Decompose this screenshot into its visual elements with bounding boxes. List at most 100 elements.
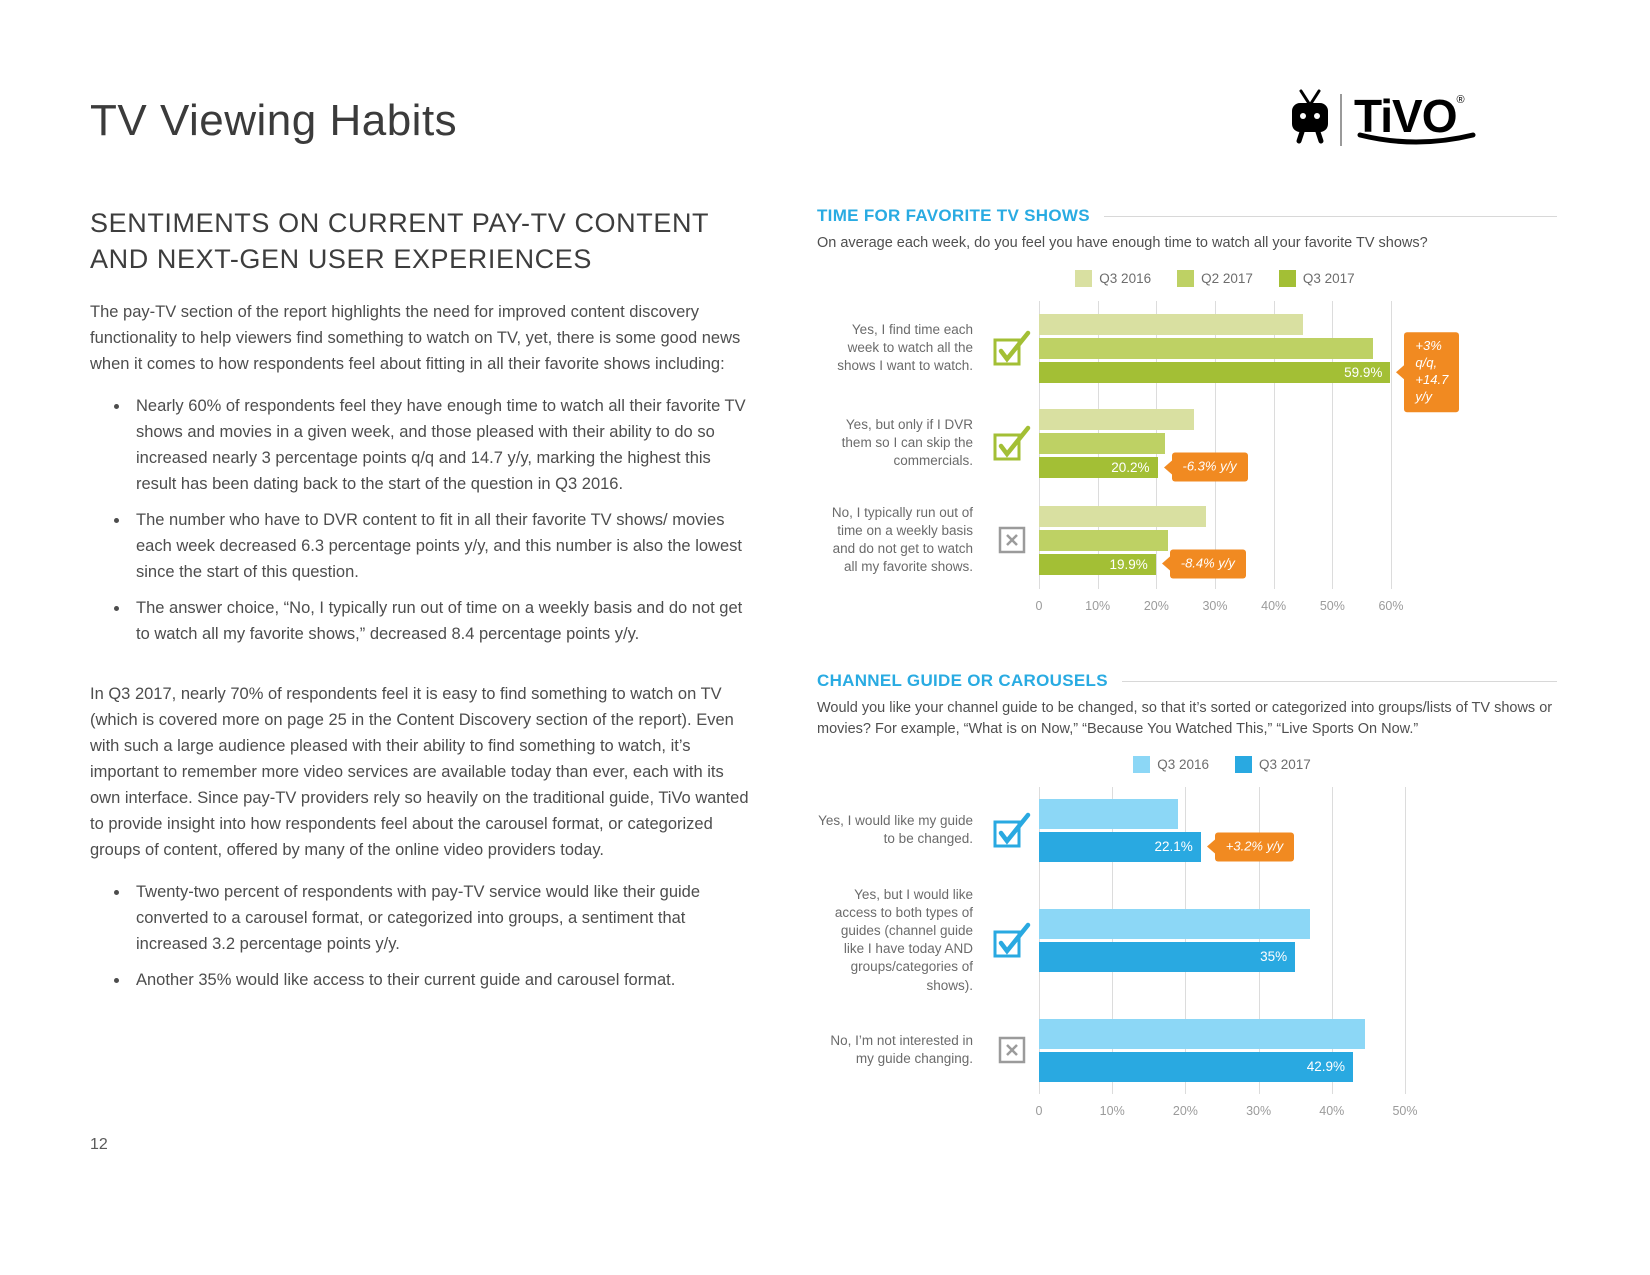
callout: -6.3% y/y [1171,452,1248,482]
category-row: No, I typically run out of time on a wee… [817,491,1557,590]
bar-q3-2017: 35% [1039,941,1296,972]
chart-subtitle: On average each week, do you feel you ha… [817,235,1428,251]
legend-chip [1278,269,1296,287]
bullet-list-2: Twenty-two percent of respondents with p… [90,879,752,993]
bar-group: 59.9% +3% q/q, +14.7 y/y [1039,313,1460,412]
legend: Q3 2016 Q2 2017 Q3 2017 [1039,269,1391,287]
legend-item: Q2 2017 [1177,269,1253,287]
axis-tick: 30% [1246,1103,1272,1118]
chart-title: TIME FOR FAVORITE TV SHOWS [817,206,1090,225]
bar-row: 59.9% +3% q/q, +14.7 y/y [1039,332,1460,412]
axis-tick: 20% [1143,599,1169,614]
bar-value-label: 35% [1260,949,1288,965]
second-paragraph: In Q3 2017, nearly 70% of respondents fe… [90,685,749,860]
gridline [1273,300,1275,590]
chart-header: CHANNEL GUIDE OR CAROUSELS [817,671,1557,691]
bar-row: 20.2% -6.3% y/y [1039,452,1391,482]
bar-group: 20.2% -6.3% y/y [1039,408,1391,482]
legend-item: Q3 2016 [1075,269,1152,287]
legend-label: Q3 2016 [1157,756,1209,772]
bar-group: 35% [1039,908,1405,972]
bar-q3-2017: 42.9% [1039,1051,1354,1082]
legend-item: Q3 2017 [1278,269,1355,287]
bar-row: 35% [1039,941,1405,972]
chart-title: CHANNEL GUIDE OR CAROUSELS [817,671,1108,691]
gridline [1185,786,1187,1094]
axis-tick: 0 [1035,1103,1043,1118]
category-label: Yes, but I would like access to both typ… [834,886,973,993]
legend-label: Q3 2016 [1099,270,1152,286]
gridline [1331,786,1333,1094]
axis-tick: 50% [1319,599,1345,614]
category-row: Yes, I would like my guide to be changed… [817,787,1557,874]
gridline [1039,786,1040,1094]
brand-text: TiVO [1354,89,1458,142]
gridline [1112,786,1114,1094]
gridline [1405,786,1406,1094]
legend-label: Q2 2017 [1201,270,1253,286]
tivo-logo: TiVO® [1288,88,1479,151]
legend-chip [1235,755,1252,773]
bar-q2-2017 [1039,432,1166,454]
rows: Yes, I find time each week to watch all … [817,301,1557,590]
category-row: Yes, but I would like access to both typ… [817,874,1557,1007]
legend-label: Q3 2017 [1302,270,1355,286]
chart-section-1: TIME FOR FAVORITE TV SHOWS On average eac… [817,206,1557,615]
legend-item: Q3 2016 [1133,755,1209,773]
bar-value-label: 22.1% [1154,839,1193,855]
gridline [1215,300,1216,590]
legend: Q3 2016 Q3 2017 [1039,755,1405,773]
bar-value-label: 19.9% [1109,556,1148,572]
bar-row [1039,798,1405,829]
category-label: Yes, I would like my guide to be changed… [818,812,973,847]
bar-row: 19.9% -8.4% y/y [1039,549,1391,579]
bullet-item: The number who have to DVR content to fi… [130,507,752,585]
page-title: TV Viewing Habits [90,96,458,145]
bar-q3-2016 [1039,505,1207,527]
bar-row: 42.9% [1039,1051,1405,1082]
callout: +3.2% y/y [1214,832,1295,862]
axis-tick: 10% [1099,1103,1125,1118]
axis-tick: 40% [1261,599,1287,614]
axis-tick: 50% [1392,1103,1418,1118]
bar-value-label: 20.2% [1111,459,1150,475]
x-axis: 0 10% 20% 30% 40% 50% 60% [1035,593,1404,615]
chart-subtitle: Would you like your channel guide to be … [817,700,1553,738]
bar-group: 22.1% +3.2% y/y [1039,798,1405,862]
bar-value-label: 59.9% [1344,364,1383,380]
chart-section-2: CHANNEL GUIDE OR CAROUSELS Would you like… [817,671,1557,1119]
bullet-item: The answer choice, “No, I typically run … [130,595,752,647]
category-row: Yes, I find time each week to watch all … [817,301,1557,412]
bar-row [1039,337,1391,359]
bar-group: 19.9% -8.4% y/y [1039,505,1391,579]
legend-item: Q3 2017 [1235,755,1311,773]
chart-header: TIME FOR FAVORITE TV SHOWS [817,206,1557,226]
category-label: Yes, but only if I DVR them so I can ski… [841,416,973,469]
registered-mark: ® [1456,93,1465,106]
callout: -8.4% y/y [1169,549,1246,579]
axis-tick: 30% [1202,599,1228,614]
category-row: Yes, but only if I DVR them so I can ski… [817,396,1557,491]
intro-paragraph: The pay-TV section of the report highlig… [90,303,741,374]
rows: Yes, I would like my guide to be changed… [817,787,1557,1094]
bar-q3-2017: 22.1% [1039,831,1201,862]
gridline [1258,786,1260,1094]
callout: +3% q/q, +14.7 y/y [1404,332,1460,412]
bar-q3-2016 [1039,313,1303,335]
plot-area: Yes, I find time each week to watch all … [817,300,1557,616]
axis-tick: 0 [1035,599,1043,614]
category-label: No, I typically run out of time on a wee… [831,504,973,575]
gridline [1391,300,1392,590]
legend-label: Q3 2017 [1259,756,1311,772]
bar-row [1039,1018,1405,1049]
bar-q3-2016 [1039,408,1195,430]
checkbox-x-icon [985,523,1039,557]
bar-row [1039,505,1391,527]
bar-row: 22.1% +3.2% y/y [1039,831,1405,862]
divider [1103,215,1557,217]
tivo-wordmark: TiVO® [1354,93,1479,147]
axis-tick: 10% [1085,599,1111,614]
category-label: Yes, I find time each week to watch all … [837,321,973,374]
bar-row [1039,408,1391,430]
